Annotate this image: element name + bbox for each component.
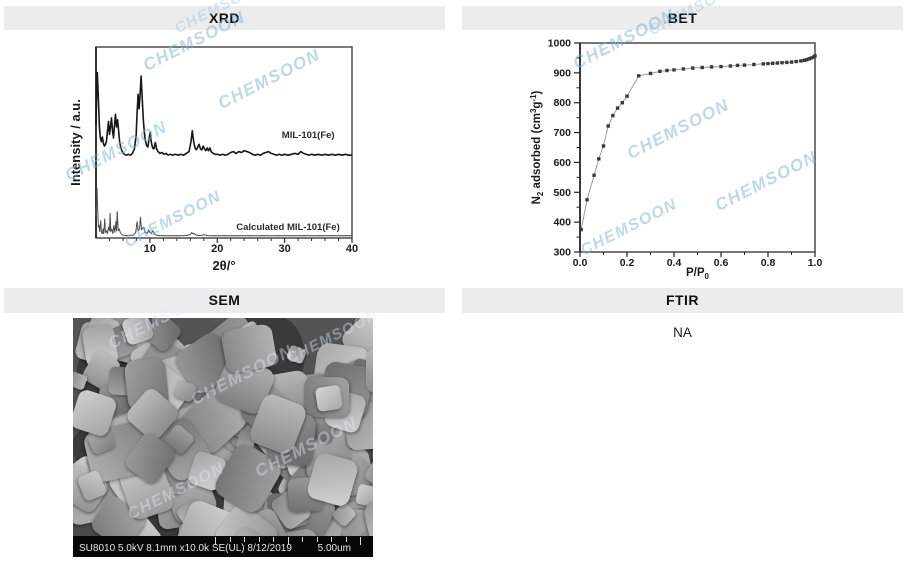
xrd-y-axis-label: Intensity / a.u.: [68, 99, 83, 186]
sem-ruler-tick: [244, 537, 245, 542]
bet-data-point: [805, 58, 809, 62]
panel-title-xrd: XRD: [208, 10, 241, 26]
ftir-content: NA: [673, 325, 692, 340]
panel-header-sem: SEM: [4, 288, 445, 313]
bet-data-point: [592, 173, 596, 177]
panel-header-xrd: XRD: [4, 6, 445, 30]
bet-data-point: [672, 68, 676, 72]
sem-ruler-tick: [331, 537, 332, 542]
bet-chart: 0.0 0.2 0.4 0.6 0.8 1.0 300 400 500 600 700 800 900 1…: [529, 38, 823, 282]
xrd-x-tick-label: 10: [144, 243, 156, 255]
bet-data-point: [691, 66, 695, 70]
bet-data-point: [728, 64, 733, 68]
bet-data-point: [709, 65, 714, 69]
bet-data-point: [813, 54, 817, 58]
bet-data-point: [585, 198, 589, 202]
xrd-series-0: [95, 71, 352, 156]
bet-data-point: [780, 61, 784, 65]
bet-data-point: [807, 57, 811, 61]
sem-ruler-tick: [229, 537, 231, 542]
xrd-plot-frame: [95, 46, 353, 239]
bet-data-point: [625, 94, 629, 98]
bet-y-tick-label: 500: [553, 187, 571, 199]
bet-data-point: [742, 63, 747, 67]
bet-data-point: [771, 61, 775, 66]
bet-data-point: [719, 64, 723, 69]
bet-data-point: [637, 74, 641, 78]
sem-ruler-tick: [258, 537, 260, 542]
bet-data-point: [735, 63, 740, 68]
bet-data-point: [766, 61, 770, 66]
bet-y-tick-label: 600: [553, 157, 571, 169]
bet-data-point: [761, 62, 765, 66]
bet-data-point: [648, 71, 653, 76]
bet-data-point: [579, 227, 583, 232]
xrd-x-axis-label: 2θ/°: [212, 258, 235, 273]
sem-ruler-tick: [215, 537, 216, 545]
bet-data-point: [597, 157, 601, 161]
panel-title-ftir: FTIR: [665, 292, 700, 308]
sem-ruler-tick: [302, 537, 303, 542]
sem-ruler-tick: [345, 537, 347, 542]
panel-title-sem: SEM: [208, 292, 241, 308]
panel-header-bet: BET: [462, 6, 903, 30]
bet-data-point: [799, 59, 803, 63]
bet-data-point: [794, 59, 798, 64]
sem-crystal: [315, 384, 344, 412]
sem-ruler-tick: [287, 537, 289, 545]
bet-x-axis-label: P/P0: [686, 267, 710, 281]
bet-data-point: [700, 65, 704, 70]
xrd-series-label: Calculated MIL-101(Fe): [236, 222, 339, 233]
bet-data-point: [789, 60, 794, 64]
sem-info-text: SU8010 5.0kV 8.1mm x10.0k SE(UL) 8/12/20…: [79, 543, 292, 554]
sem-ruler-tick: [273, 537, 274, 542]
bet-data-point: [802, 58, 807, 63]
bet-y-tick-label: 700: [553, 127, 571, 139]
sem-crystal: [366, 347, 373, 393]
bet-x-tick-label: 0.0: [573, 257, 588, 269]
bet-y-tick-label: 800: [553, 97, 571, 109]
bet-y-tick-label: 1000: [548, 38, 572, 50]
xrd-x-tick-label: 20: [211, 243, 223, 255]
bet-x-tick-label: 0.8: [761, 257, 776, 269]
bet-plot-frame: [579, 42, 816, 253]
bet-data-point: [785, 60, 789, 65]
panel-title-bet: BET: [667, 10, 698, 26]
xrd-x-tick-label: 40: [346, 243, 358, 255]
sem-ruler-tick: [316, 537, 318, 542]
bet-series-0: [580, 55, 816, 230]
bet-data-point: [620, 101, 624, 105]
bet-x-tick-label: 0.4: [667, 257, 682, 269]
xrd-series-1: [95, 187, 353, 237]
bet-data-point: [681, 67, 686, 71]
bet-data-point: [665, 68, 669, 73]
bet-data-point: [601, 144, 606, 148]
bet-data-point: [809, 56, 814, 60]
bet-y-axis-label: N2 adsorbed (cm3g-1): [529, 90, 545, 204]
sem-ruler-tick: [360, 537, 361, 545]
xrd-x-tick-label: 30: [279, 243, 291, 255]
bet-data-point: [611, 113, 615, 118]
sem-crystal: [220, 322, 278, 374]
bet-data-point: [658, 69, 662, 74]
bet-y-tick-label: 400: [553, 217, 571, 229]
xrd-chart: 10 20 30 40 MIL-101(Fe) Calculated MIL-101(Fe…: [68, 46, 358, 273]
bet-x-tick-label: 0.6: [714, 257, 729, 269]
bet-data-point: [775, 61, 780, 65]
bet-x-tick-label: 1.0: [808, 257, 823, 269]
bet-y-tick-label: 300: [553, 247, 571, 259]
bet-data-point: [752, 62, 756, 67]
panel-header-ftir: FTIR: [462, 288, 903, 313]
sem-scale-text: 5.00um: [317, 543, 351, 554]
sem-info-bar: SU8010 5.0kV 8.1mm x10.0k SE(UL) 8/12/20…: [73, 536, 373, 557]
bet-x-tick-label: 0.2: [620, 257, 635, 269]
bet-data-point: [606, 124, 610, 128]
sem-scale-ruler: [215, 537, 365, 545]
sem-image: SU8010 5.0kV 8.1mm x10.0k SE(UL) 8/12/20…: [73, 318, 373, 557]
bet-y-tick-label: 900: [553, 67, 571, 79]
xrd-series-label: MIL-101(Fe): [282, 130, 335, 141]
bet-data-point: [615, 106, 620, 110]
